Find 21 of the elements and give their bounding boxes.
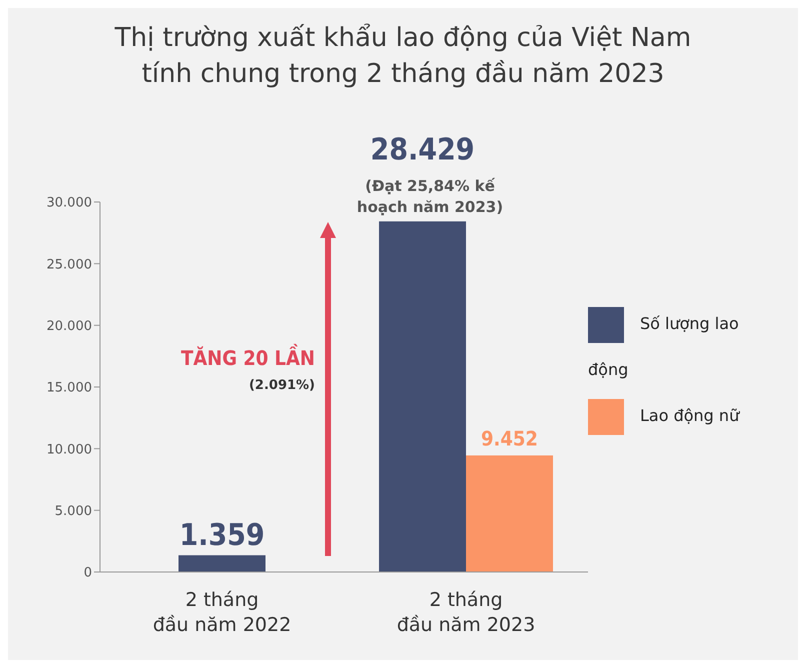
y-tick-label: 20.000 (46, 318, 92, 334)
y-tick-label: 10.000 (46, 442, 92, 458)
bar (379, 221, 466, 572)
annotation: (Đạt 25,84% kế hoạch năm 2023) (356, 176, 504, 218)
x-tick-label: 2 tháng đầu năm 2022 (152, 589, 292, 636)
annotation: TĂNG 20 LẦN (180, 346, 315, 370)
y-tick-label: 30.000 (46, 196, 92, 211)
bar (466, 455, 553, 572)
data-label: 28.429 (370, 132, 475, 168)
x-tick-label: 2 tháng đầu năm 2023 (396, 589, 536, 636)
annotation: (2.091%) (248, 378, 315, 393)
chart-title: Thị trường xuất khẩu lao động của Việt Nam tính chung trong 2 tháng đầu năm 2023 (114, 22, 692, 91)
data-label: 1.359 (179, 518, 265, 554)
y-tick-label: 0 (84, 566, 92, 581)
bar (178, 555, 266, 572)
data-label: 9.452 (481, 426, 538, 450)
legend-label: Lao động nữ (640, 406, 740, 425)
y-tick-label: 5.000 (54, 504, 92, 519)
text: Số lượng lao động (588, 314, 739, 379)
y-tick-label: 15.000 (46, 380, 92, 396)
y-tick-label: 25.000 (46, 257, 92, 272)
